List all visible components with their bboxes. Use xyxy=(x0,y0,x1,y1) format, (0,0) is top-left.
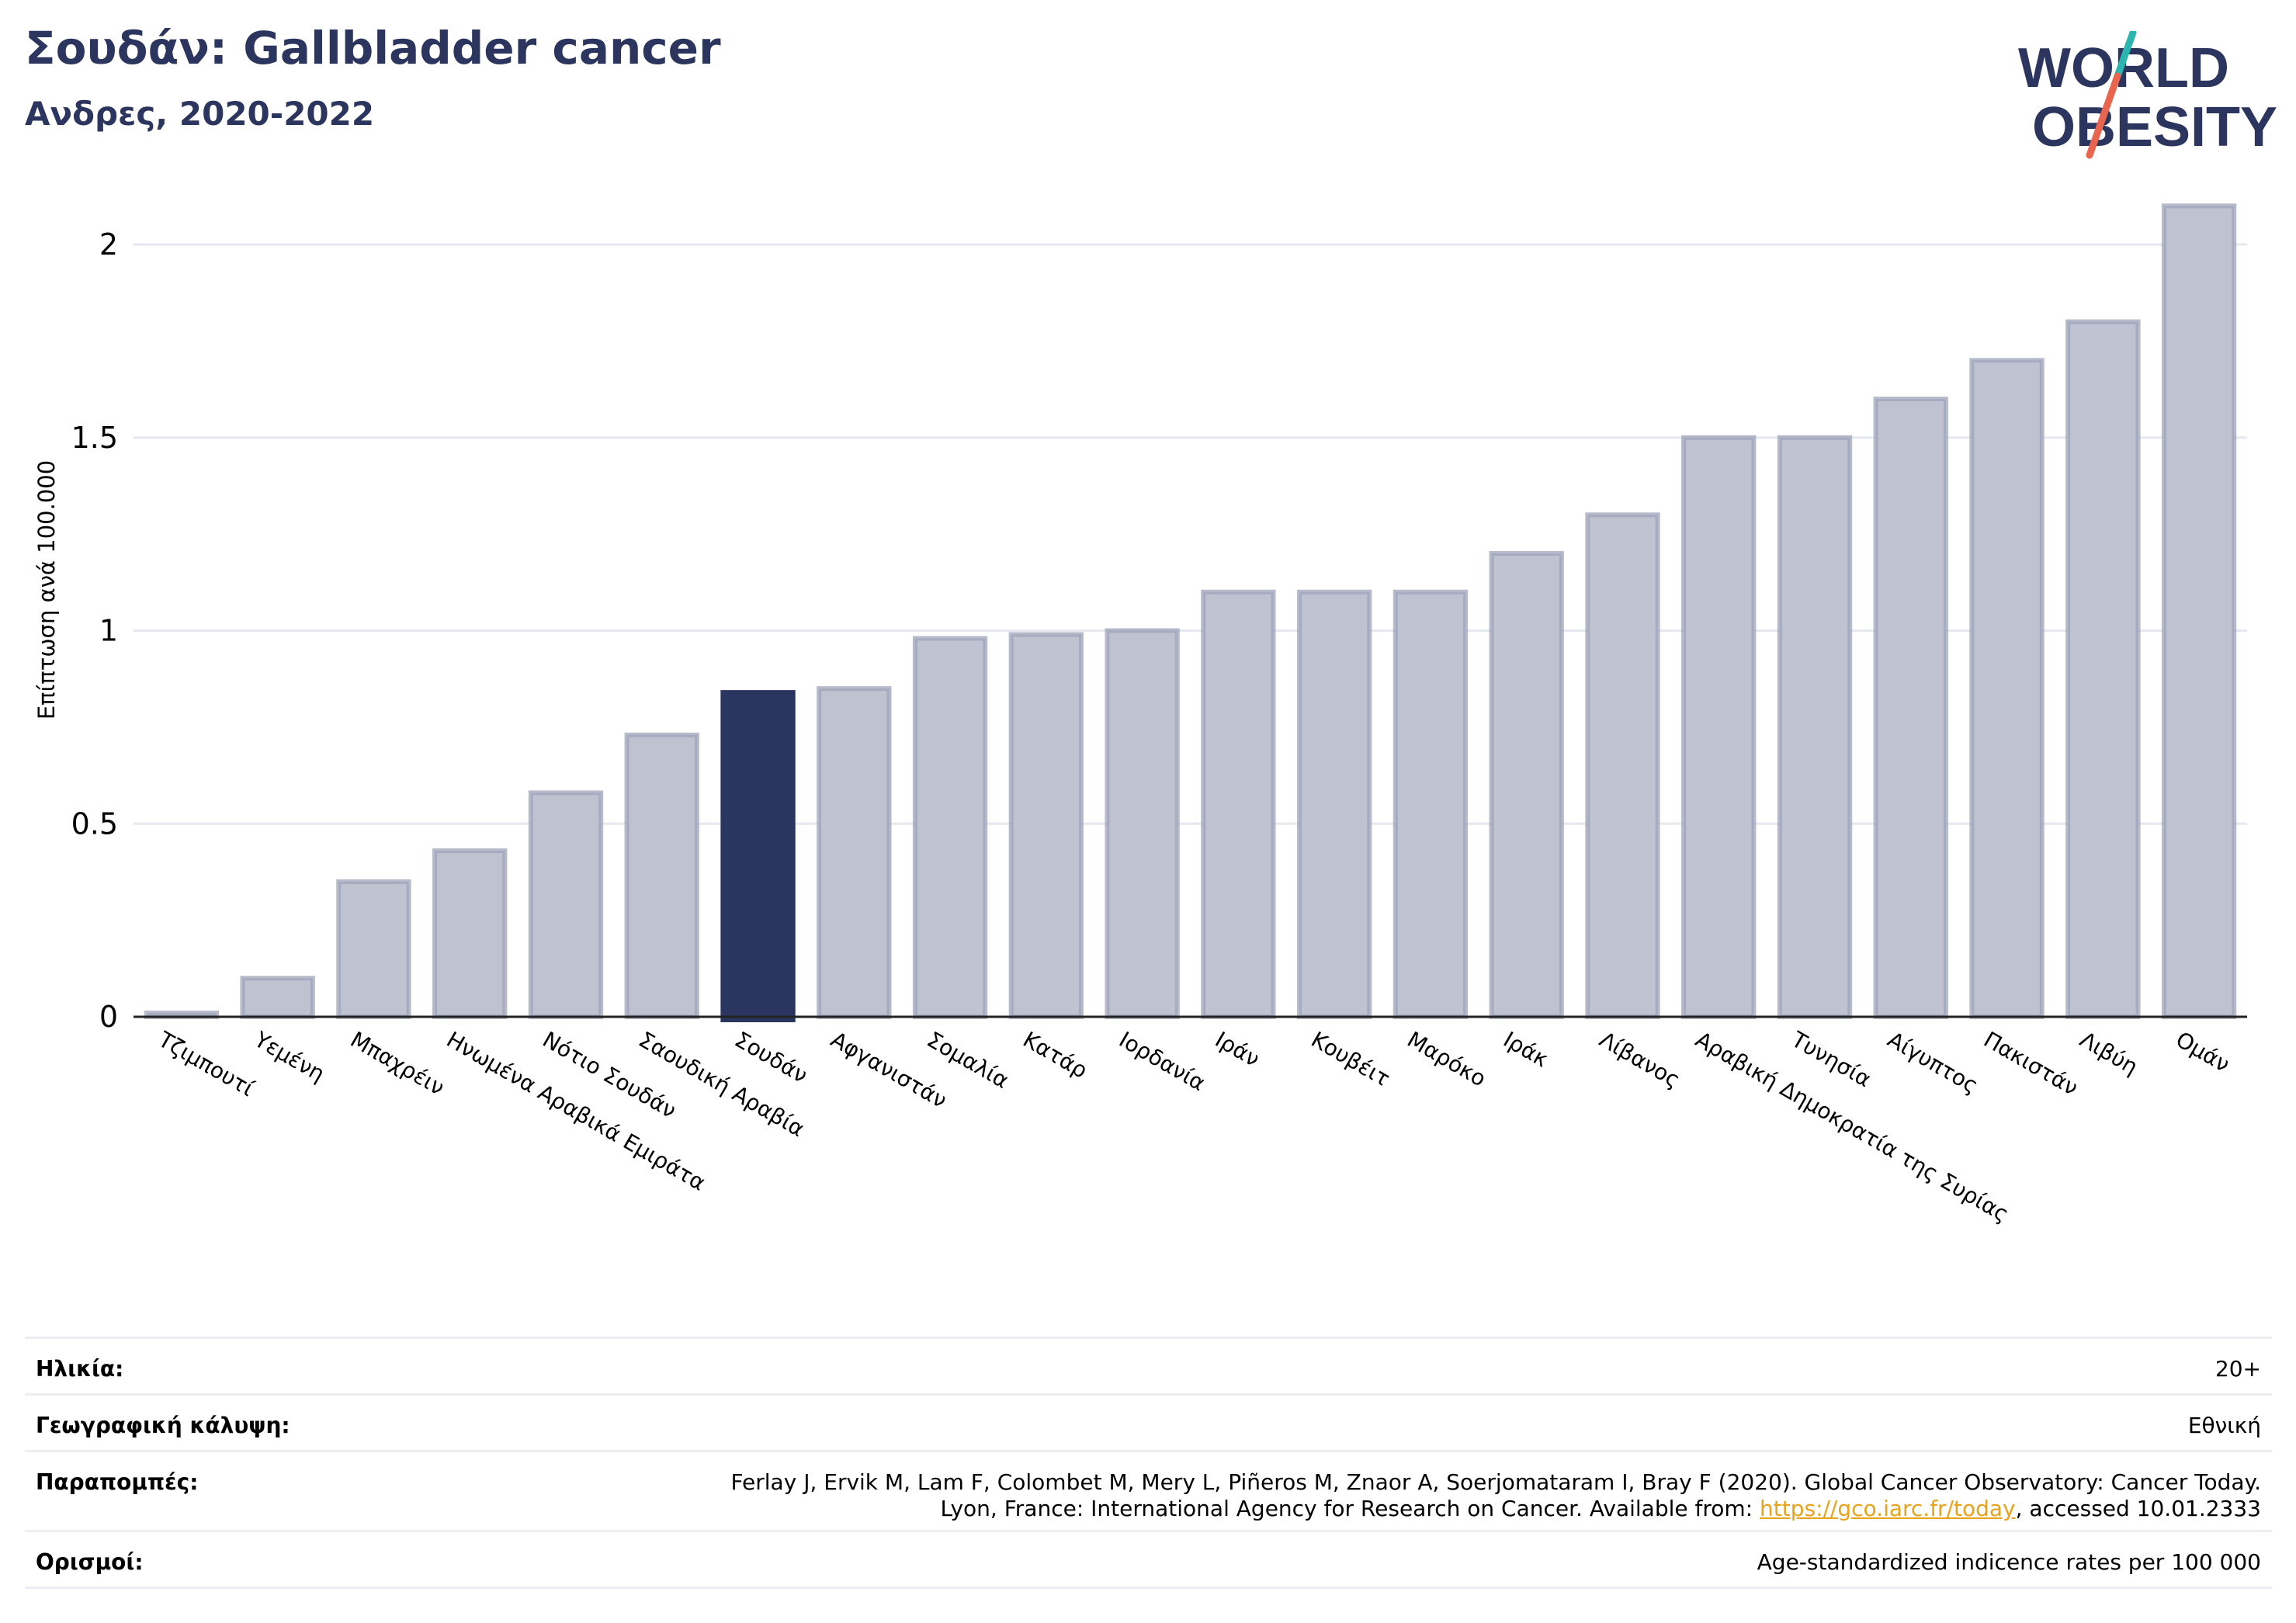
svg-text:OBESITY: OBESITY xyxy=(2032,96,2277,158)
bar-3 xyxy=(432,848,508,1019)
x-tick-label: Πακιστάν xyxy=(1979,1026,2083,1101)
info-row-references: Παραπομπές: Ferlay J, Ervik M, Lam F, Co… xyxy=(25,1450,2272,1530)
bar-17 xyxy=(1777,435,1853,1019)
references-accessed: , accessed 10.01.2333 xyxy=(2015,1496,2261,1521)
info-row-definitions: Ορισμοί: Age-standardized indicence rate… xyxy=(25,1530,2272,1589)
bar-21 xyxy=(2161,203,2237,1019)
info-row-coverage: Γεωγραφική κάλυψη: Εθνική xyxy=(25,1393,2272,1450)
references-line-1: Ferlay J, Ervik M, Lam F, Colombet M, Me… xyxy=(730,1469,2261,1495)
y-tick-label: 0.5 xyxy=(71,806,118,841)
x-tick-label: Ιράν xyxy=(1211,1026,1264,1072)
x-tick-label: Ιορδανία xyxy=(1115,1026,1209,1096)
x-tick-label: Αίγυπτος xyxy=(1883,1026,1982,1098)
references-link[interactable]: https://gco.iarc.fr/today xyxy=(1760,1496,2016,1521)
x-tick-label: Σαουδική Αραβία xyxy=(634,1026,809,1142)
x-tick-label: Υεμένη xyxy=(249,1026,329,1087)
references-label: Παραπομπές: xyxy=(36,1469,199,1495)
bar-6 xyxy=(720,690,796,1022)
bar-8 xyxy=(912,636,988,1019)
chart-subtitle: Ανδρες, 2020-2022 xyxy=(25,95,375,133)
x-tick-label: Λιβύη xyxy=(2076,1026,2142,1080)
bar-1 xyxy=(240,976,315,1019)
bar-11 xyxy=(1201,589,1276,1019)
bar-4 xyxy=(528,790,604,1019)
bar-19 xyxy=(1969,358,2045,1019)
bars xyxy=(144,203,2237,1022)
info-row-age: Ηλικία: 20+ xyxy=(25,1337,2272,1393)
bar-12 xyxy=(1296,589,1372,1019)
x-tick-label: Κουβέιτ xyxy=(1307,1026,1395,1091)
y-tick-label: 2 xyxy=(99,227,118,262)
age-value: 20+ xyxy=(2214,1356,2261,1382)
references-value: Ferlay J, Ervik M, Lam F, Colombet M, Me… xyxy=(730,1469,2261,1522)
x-tick-label: Μπαχρέιν xyxy=(346,1026,449,1100)
x-tick-label: Τζιμπουτί xyxy=(154,1026,259,1101)
bar-15 xyxy=(1585,512,1660,1019)
world-obesity-logo: WORLD OBESITY xyxy=(2018,31,2277,159)
x-tick-label: Λίβανος xyxy=(1595,1026,1684,1093)
bar-10 xyxy=(1105,628,1180,1019)
y-axis-label: Επίπτωση ανά 100.000 xyxy=(33,460,60,720)
bar-14 xyxy=(1489,551,1564,1019)
references-line-2: Lyon, France: International Agency for R… xyxy=(940,1496,1760,1521)
y-tick-label: 1.5 xyxy=(71,421,118,455)
coverage-value: Εθνική xyxy=(2187,1413,2261,1438)
definitions-value: Age-standardized indicence rates per 100… xyxy=(1757,1549,2261,1575)
bar-13 xyxy=(1393,589,1469,1019)
x-tick-label: Μαρόκο xyxy=(1403,1026,1490,1091)
bar-7 xyxy=(817,686,892,1019)
coverage-label: Γεωγραφική κάλυψη: xyxy=(36,1413,290,1438)
definitions-label: Ορισμοί: xyxy=(36,1549,144,1575)
y-tick-label: 0 xyxy=(99,1000,118,1034)
bar-18 xyxy=(1873,397,1948,1019)
bar-16 xyxy=(1681,435,1757,1019)
chart-title: Σουδάν: Gallbladder cancer xyxy=(25,22,721,75)
x-tick-label: Ιράκ xyxy=(1499,1026,1552,1072)
age-label: Ηλικία: xyxy=(36,1356,124,1382)
info-table: Ηλικία: 20+ Γεωγραφική κάλυψη: Εθνική Πα… xyxy=(25,1337,2272,1589)
bar-5 xyxy=(624,732,699,1019)
bar-2 xyxy=(336,879,411,1019)
bar-20 xyxy=(2065,319,2141,1019)
x-tick-label: Ομάν xyxy=(2172,1026,2235,1077)
x-tick-label: Κατάρ xyxy=(1018,1026,1091,1084)
x-tick-label: Σουδάν xyxy=(730,1026,812,1088)
y-tick-label: 1 xyxy=(99,614,118,648)
bar-9 xyxy=(1008,632,1084,1019)
